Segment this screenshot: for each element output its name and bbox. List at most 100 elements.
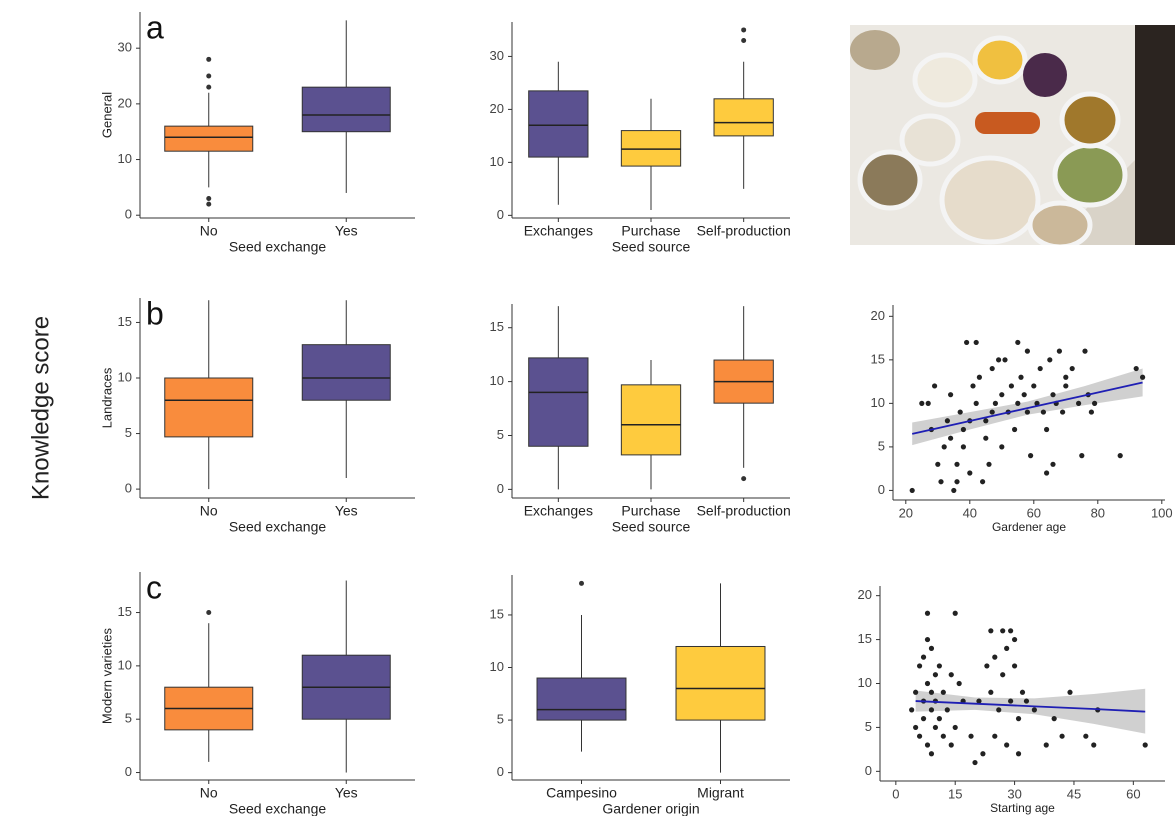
confidence-band bbox=[912, 369, 1142, 446]
point bbox=[1082, 349, 1087, 354]
outlier bbox=[741, 27, 746, 32]
outlier bbox=[206, 202, 211, 207]
point bbox=[992, 655, 997, 660]
point bbox=[1059, 734, 1064, 739]
outlier bbox=[206, 85, 211, 90]
point bbox=[974, 401, 979, 406]
y-tick-label: 5 bbox=[865, 719, 872, 734]
point bbox=[1012, 637, 1017, 642]
point bbox=[1024, 698, 1029, 703]
point bbox=[1057, 349, 1062, 354]
point bbox=[921, 655, 926, 660]
point bbox=[1134, 366, 1139, 371]
y-tick-label: 10 bbox=[490, 154, 504, 169]
point bbox=[953, 611, 958, 616]
point bbox=[1015, 340, 1020, 345]
point bbox=[961, 444, 966, 449]
point bbox=[1047, 357, 1052, 362]
panel-letter: a bbox=[146, 9, 164, 45]
point bbox=[929, 646, 934, 651]
x-axis-title: Seed exchange bbox=[229, 519, 327, 535]
point bbox=[1083, 734, 1088, 739]
point bbox=[1050, 462, 1055, 467]
point bbox=[1063, 375, 1068, 380]
x-tick-label: Purchase bbox=[621, 503, 680, 519]
point bbox=[990, 409, 995, 414]
point bbox=[1022, 392, 1027, 397]
point bbox=[976, 698, 981, 703]
y-tick-label: 5 bbox=[497, 712, 504, 727]
point bbox=[957, 681, 962, 686]
point bbox=[954, 479, 959, 484]
point bbox=[974, 340, 979, 345]
x-axis-title: Seed exchange bbox=[229, 801, 327, 816]
point bbox=[1118, 453, 1123, 458]
point bbox=[938, 479, 943, 484]
point bbox=[1009, 383, 1014, 388]
y-tick-label: 10 bbox=[118, 151, 132, 166]
y-axis-title: General bbox=[99, 92, 114, 138]
x-tick-label: Yes bbox=[335, 503, 358, 519]
x-tick-label: 60 bbox=[1126, 786, 1140, 801]
point bbox=[986, 462, 991, 467]
point bbox=[932, 383, 937, 388]
x-tick-label: Self-production bbox=[697, 503, 791, 519]
box bbox=[529, 91, 588, 157]
point bbox=[935, 462, 940, 467]
point bbox=[1016, 716, 1021, 721]
point bbox=[1052, 716, 1057, 721]
figure: Knowledge score 0102030aGeneralNoYesSeed… bbox=[0, 0, 1175, 816]
point bbox=[990, 366, 995, 371]
y-tick-label: 0 bbox=[125, 764, 132, 779]
point bbox=[945, 707, 950, 712]
point bbox=[1091, 742, 1096, 747]
point bbox=[925, 681, 930, 686]
point bbox=[983, 418, 988, 423]
y-tick-label: 15 bbox=[490, 606, 504, 621]
point bbox=[1143, 742, 1148, 747]
point bbox=[1070, 366, 1075, 371]
outlier bbox=[206, 74, 211, 79]
y-tick-label: 0 bbox=[497, 207, 504, 222]
point bbox=[1008, 698, 1013, 703]
point bbox=[1076, 401, 1081, 406]
x-tick-label: 45 bbox=[1067, 786, 1081, 801]
y-tick-label: 15 bbox=[490, 319, 504, 334]
x-tick-label: Self-production bbox=[697, 223, 791, 239]
point bbox=[1012, 663, 1017, 668]
y-tick-label: 10 bbox=[871, 395, 885, 410]
x-tick-label: 100 bbox=[1151, 505, 1173, 520]
point bbox=[980, 479, 985, 484]
point bbox=[921, 716, 926, 721]
box bbox=[302, 345, 390, 401]
x-axis-title: Seed source bbox=[612, 519, 691, 535]
point bbox=[993, 401, 998, 406]
point bbox=[929, 751, 934, 756]
point bbox=[1050, 392, 1055, 397]
point bbox=[999, 392, 1004, 397]
point bbox=[961, 427, 966, 432]
point bbox=[1140, 375, 1145, 380]
point bbox=[945, 418, 950, 423]
x-tick-label: 40 bbox=[963, 505, 977, 520]
point bbox=[953, 725, 958, 730]
point bbox=[1015, 401, 1020, 406]
shared-y-label: Knowledge score bbox=[27, 316, 54, 500]
x-tick-label: 15 bbox=[948, 786, 962, 801]
box bbox=[537, 678, 626, 720]
panel-letter: c bbox=[146, 569, 162, 605]
x-tick-label: 30 bbox=[1007, 786, 1021, 801]
point bbox=[988, 690, 993, 695]
point bbox=[1008, 628, 1013, 633]
point bbox=[941, 690, 946, 695]
panel-letter: b bbox=[146, 295, 164, 331]
y-tick-label: 10 bbox=[118, 369, 132, 384]
x-axis-title: Gardener origin bbox=[602, 801, 699, 816]
point bbox=[937, 663, 942, 668]
point bbox=[996, 707, 1001, 712]
y-tick-label: 0 bbox=[125, 481, 132, 496]
point bbox=[1079, 453, 1084, 458]
seed-photo bbox=[850, 25, 1175, 247]
x-axis-title: Seed exchange bbox=[229, 239, 327, 255]
x-tick-label: Yes bbox=[335, 785, 358, 801]
